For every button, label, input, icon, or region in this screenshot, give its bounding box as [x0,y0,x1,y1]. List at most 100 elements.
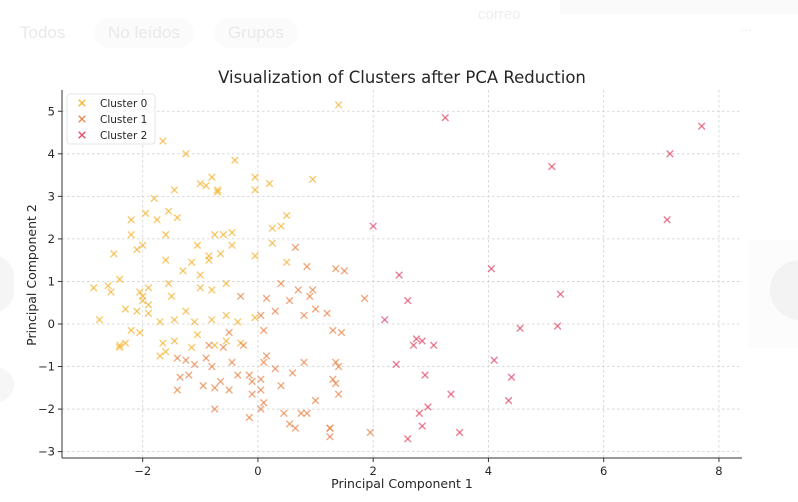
cluster-2-point-9 [403,296,412,305]
cluster-1-point-56-stroke-b [291,424,300,433]
cluster-2-point-11 [516,324,524,333]
faded-top-text: correo [478,6,521,23]
cluster-0-point-80-stroke-b [161,347,170,356]
cluster-1-point-8-stroke-b [236,292,245,301]
cluster-2-point-20-stroke-b [507,373,516,381]
tick-labels: −2 0 2 4 6 8 −3 −2 −1 0 1 2 3 4 5 [38,104,723,478]
cluster-0-point-66-stroke-b [233,318,242,326]
cluster-0-point-25 [228,228,236,237]
cluster-0-point-43-stroke-b [115,275,124,284]
cluster-1-point-36-stroke-b [225,386,233,394]
faded-tab-groups[interactable]: Grupos [214,18,298,48]
cluster-0-point-39 [268,239,277,247]
y-axis-label: Principal Component 2 [24,204,39,346]
cluster-0-point-10 [170,186,179,194]
cluster-1-point-30-stroke-b [233,371,242,379]
cluster-2-point-7 [487,264,496,273]
cluster-0-point-23-stroke-b [210,230,219,239]
faded-left-nav-button[interactable] [0,255,14,313]
cluster-0-point-21 [138,241,147,250]
cluster-1-point-6 [308,286,317,294]
faded-tab-all[interactable]: Todos [20,23,66,42]
cluster-2-point-21-stroke-b [447,390,455,398]
cluster-0-point-0-stroke-b [334,101,343,109]
cluster-1-point-7-stroke-b [306,292,314,301]
cluster-2-point-15-stroke-b [409,341,418,350]
y-tick-label-1: −2 [38,402,55,416]
cluster-0-point-10-stroke-b [170,186,179,194]
cluster-1-point-16 [360,294,369,303]
cluster-1-point-38-stroke-b [199,381,207,390]
cluster-0-point-26-stroke-b [268,224,277,233]
cluster-1-point-45 [288,369,297,377]
cluster-1-point-64 [271,364,280,373]
cluster-0-point-16 [141,209,150,218]
cluster-1-point-50 [334,390,343,398]
cluster-1-point-58 [303,409,311,418]
cluster-0-point-39-stroke-b [268,239,277,247]
cluster-2-point-6 [395,271,403,279]
cluster-0-point-68 [159,339,167,347]
legend-marker-2-b [78,131,86,139]
cluster-1-point-50-stroke-b [334,390,343,398]
cluster-0-point-45 [144,284,153,292]
cluster-2-point-14 [418,337,426,345]
cluster-0-point-70 [193,330,202,339]
cluster-1-point-35 [216,377,225,386]
cluster-0-point-34-stroke-b [228,241,236,250]
cluster-0-point-5-stroke-b [208,173,216,182]
cluster-2-point-20 [507,373,516,381]
cluster-0-point-27-stroke-b [277,222,285,230]
faded-tab-unread[interactable]: No leídos [94,18,194,48]
cluster-2-point-27 [403,435,412,443]
cluster-0-point-65-stroke-b [222,311,231,320]
cluster-1-point-18 [257,311,265,320]
cluster-2-point-8-stroke-b [556,290,565,299]
data-points [89,101,706,443]
cluster-0-point-17-stroke-b [153,215,161,224]
cluster-0-point-65 [222,311,231,320]
cluster-1-point-40 [176,373,184,381]
cluster-1-point-7 [306,292,314,301]
cluster-0-point-29-stroke-b [110,249,118,258]
cluster-0-point-18 [164,207,173,216]
cluster-0-point-24-stroke-b [219,230,228,239]
cluster-1-point-4 [294,286,303,294]
cluster-2-point-3-stroke-b [548,162,556,171]
cluster-0-point-62 [170,315,179,324]
cluster-0-point-34 [228,241,236,250]
cluster-1-point-27-stroke-b [173,354,182,362]
cluster-0-point-19 [173,213,182,222]
cluster-1-point-13 [323,309,331,318]
cluster-0-point-11-stroke-b [150,194,158,203]
cluster-1-point-59-stroke-b [311,396,320,405]
cluster-0-point-32 [193,241,202,250]
cluster-1-point-65 [331,358,340,367]
cluster-1-point-17 [300,311,308,320]
cluster-2-point-5 [369,222,377,230]
cluster-1-point-61 [326,432,334,441]
cluster-1-point-20-stroke-b [239,341,248,350]
cluster-0-point-49-stroke-b [196,271,205,279]
cluster-2-point-9-stroke-b [403,296,412,305]
cluster-1-point-49 [331,379,340,388]
cluster-0-point-22 [161,230,170,239]
cluster-1-point-31 [245,371,254,379]
cluster-1-point-9-stroke-b [262,294,271,303]
cluster-1-point-36 [225,386,233,394]
cluster-0-point-42-stroke-b [107,288,115,296]
cluster-0-point-5 [208,173,216,182]
cluster-2-point-23-stroke-b [424,403,432,411]
cluster-2-point-22-stroke-b [504,396,513,405]
cluster-0-point-63 [190,318,199,326]
cluster-2-point-19 [421,371,429,379]
cluster-1-point-9 [262,294,271,303]
cluster-0-point-25-stroke-b [228,228,236,237]
cluster-1-point-52 [257,405,265,413]
cluster-1-point-52-stroke-b [257,405,265,413]
cluster-0-point-52 [144,301,153,309]
cluster-1-point-0 [291,243,300,252]
cluster-1-point-46-stroke-b [300,358,308,367]
cluster-1-point-67 [326,424,334,433]
